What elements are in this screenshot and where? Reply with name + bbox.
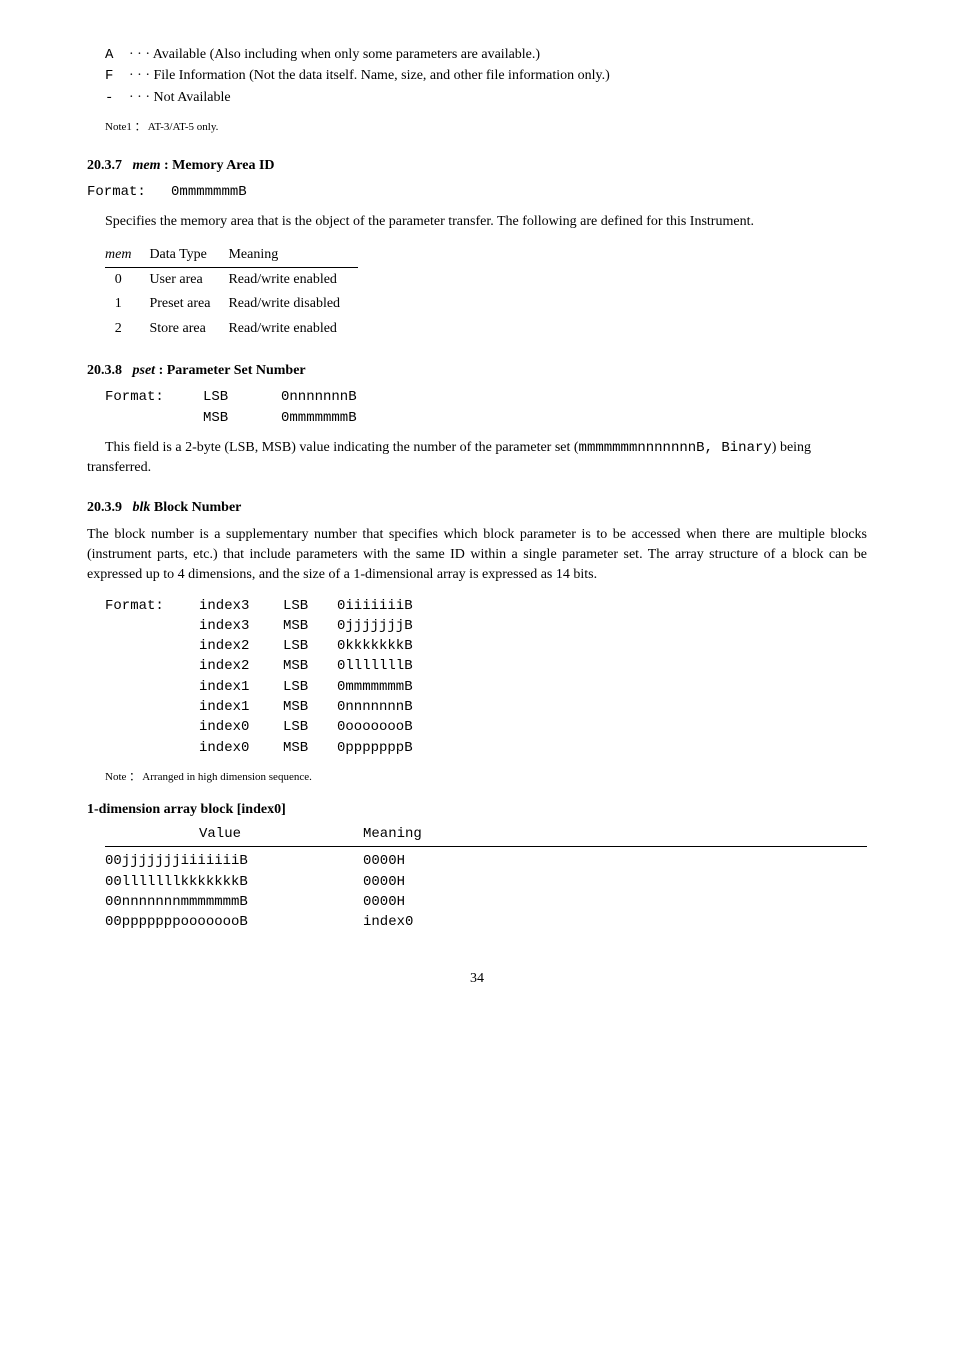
legend-text: · · · Available (Also including when onl… <box>129 45 867 65</box>
legend-row-f: F · · · File Information (Not the data i… <box>105 66 867 86</box>
page-number: 34 <box>87 969 867 989</box>
legend-row-dash: - · · · Not Available <box>105 88 867 108</box>
table-row: 2 Store area Read/write enabled <box>105 317 358 341</box>
blk-row-5: index1 MSB 0nnnnnnnB <box>105 697 867 717</box>
mem-table: mem Data Type Meaning 0 User area Read/w… <box>105 243 358 341</box>
onedim-row-1: 00lllllllkkkkkkkB 0000H <box>105 872 867 892</box>
legend-sym: - <box>105 88 123 108</box>
legend-sym: A <box>105 45 123 65</box>
para-pset: This field is a 2-byte (LSB, MSB) value … <box>87 438 867 479</box>
section-heading-mem: 20.3.7 mem : Memory Area ID <box>87 156 867 176</box>
format-line-mem: Format: 0mmmmmmmB <box>87 182 867 202</box>
format-line-pset-lsb: Format: LSB 0nnnnnnnB <box>105 387 867 407</box>
para-blk: The block number is a supplementary numb… <box>87 525 867 586</box>
onedim-head: Value Meaning <box>105 824 867 847</box>
onedim-row-0: 00jjjjjjjiiiiiiiB 0000H <box>105 851 867 871</box>
onedim-row-2: 00nnnnnnnmmmmmmmB 0000H <box>105 892 867 912</box>
blk-row-4: index1 LSB 0mmmmmmmB <box>105 677 867 697</box>
section-heading-pset: 20.3.8 pset : Parameter Set Number <box>87 361 867 381</box>
blk-row-2: index2 LSB 0kkkkkkkB <box>105 636 867 656</box>
table-row: 1 Preset area Read/write disabled <box>105 292 358 316</box>
section-heading-blk: 20.3.9 blk Block Number <box>87 498 867 518</box>
blk-row-7: index0 MSB 0pppppppB <box>105 738 867 758</box>
legend-text: · · · Not Available <box>129 88 867 108</box>
note-blk: Note ： Arranged in high dimension sequen… <box>105 770 867 786</box>
legend-sym: F <box>105 66 123 86</box>
para-mem: Specifies the memory area that is the ob… <box>87 212 867 232</box>
legend-row-a: A · · · Available (Also including when o… <box>105 45 867 65</box>
blk-row-3: index2 MSB 0lllllllB <box>105 656 867 676</box>
blk-row-1: index3 MSB 0jjjjjjjB <box>105 616 867 636</box>
table-row: 0 User area Read/write enabled <box>105 268 358 293</box>
note1: Note1 ： AT-3/AT-5 only. <box>105 120 867 136</box>
blk-row-6: index0 LSB 0oooooooB <box>105 717 867 737</box>
blk-row-0: Format: index3 LSB 0iiiiiiiB <box>105 596 867 616</box>
format-line-pset-msb: MSB 0mmmmmmmB <box>105 408 867 428</box>
legend-text: · · · File Information (Not the data its… <box>129 66 867 86</box>
onedim-row-3: 00pppppppoooooooB index0 <box>105 912 867 932</box>
onedim-heading: 1-dimension array block [index0] <box>87 800 867 820</box>
